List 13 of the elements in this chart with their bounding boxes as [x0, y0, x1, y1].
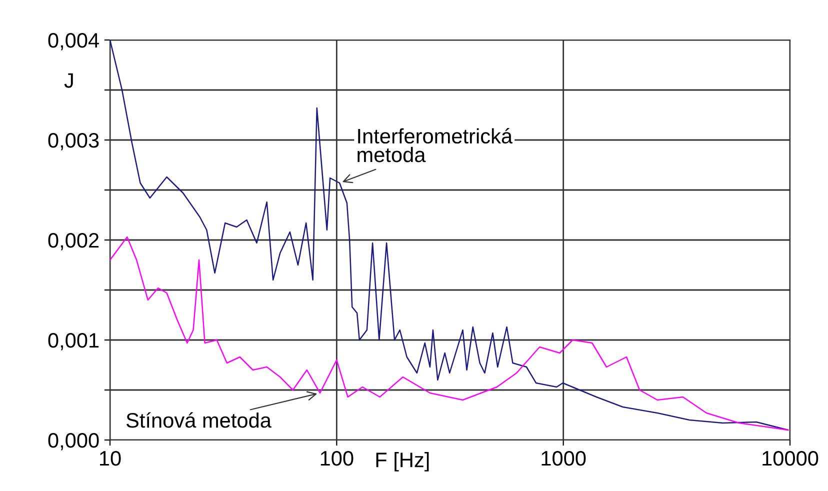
- y-axis-title: J: [64, 73, 73, 88]
- y-tick-label: 0,001: [48, 333, 99, 350]
- annotation: Stínová metoda: [126, 412, 272, 428]
- x-tick-label: 10: [100, 450, 121, 466]
- y-tick-label: 0,002: [48, 233, 99, 250]
- x-tick-label: 1000: [542, 450, 586, 466]
- y-tick-label: 0,003: [48, 133, 99, 150]
- y-tick-label: 0,004: [48, 33, 99, 50]
- x-tick-label: 10000: [762, 450, 818, 466]
- x-axis-title: F [Hz]: [376, 452, 429, 472]
- y-tick-label: 0,000: [48, 433, 99, 450]
- annotation: Interferometrická metoda: [358, 128, 513, 162]
- x-tick-label: 100: [320, 450, 354, 466]
